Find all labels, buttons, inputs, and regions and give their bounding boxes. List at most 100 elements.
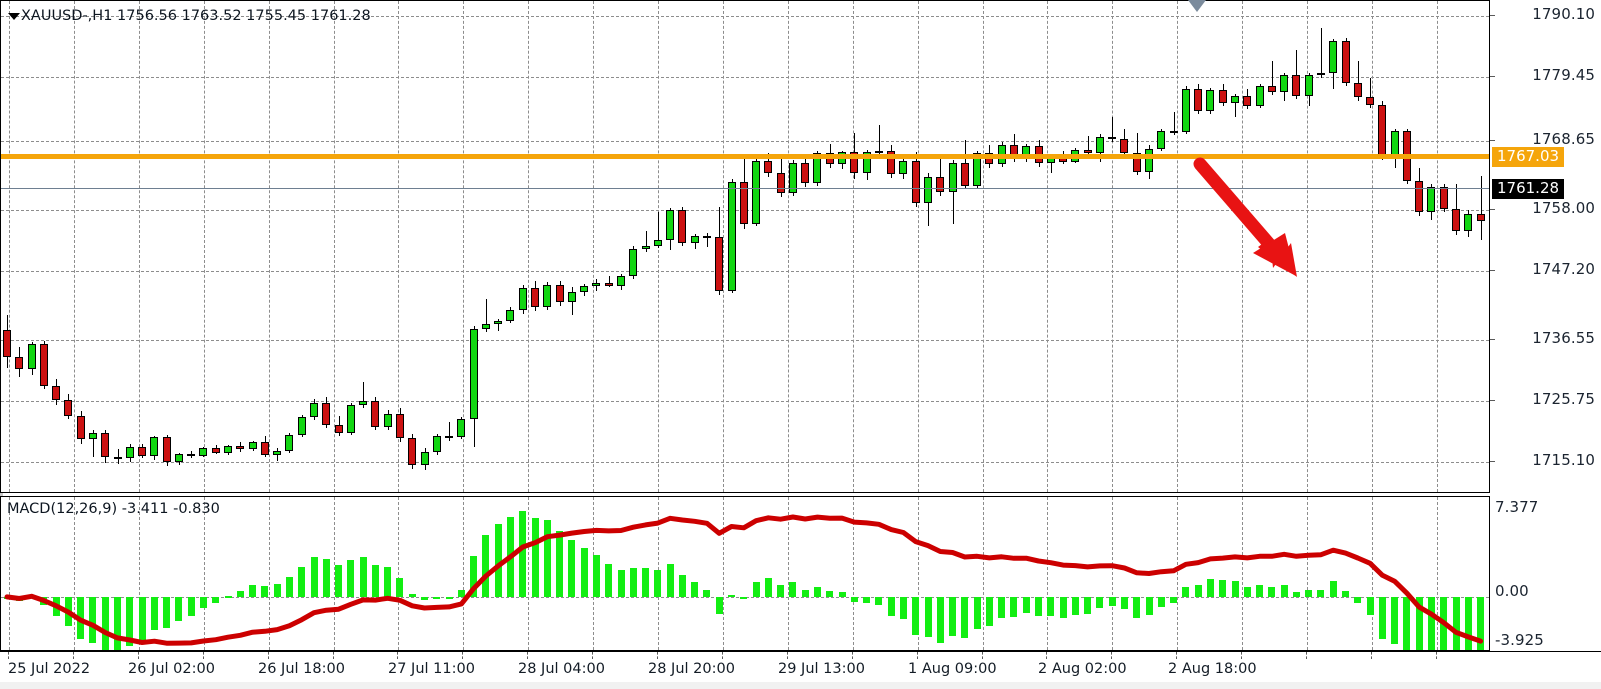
order-price-line[interactable]	[1, 154, 1489, 160]
time-axis-tick	[72, 652, 74, 659]
macd-histogram-bar	[126, 596, 134, 646]
vertical-gridline	[73, 497, 75, 650]
candle-bearish	[1439, 186, 1448, 210]
candle-bullish	[592, 282, 601, 287]
candle-bullish	[1427, 186, 1436, 213]
macd-histogram-bar	[1280, 584, 1288, 597]
vertical-gridline	[722, 1, 724, 492]
macd-histogram-bar	[1219, 580, 1227, 597]
candle-bullish	[1181, 89, 1190, 132]
macd-label: MACD(12,26,9) -3.411 -0.830	[7, 501, 220, 517]
candle-bullish	[617, 276, 625, 287]
time-axis-tick	[1435, 652, 1437, 659]
price-axis-label: 1725.75	[1532, 390, 1595, 408]
bottom-strip	[0, 682, 1601, 689]
time-axis-tick	[397, 652, 399, 659]
candle-bullish	[481, 324, 490, 329]
macd-histogram-bar	[1120, 596, 1128, 610]
candle-wick	[1296, 50, 1297, 100]
collapse-triangle-icon[interactable]	[8, 13, 20, 20]
macd-histogram-bar	[1182, 586, 1190, 597]
time-axis-label: 29 Jul 13:00	[778, 661, 865, 677]
time-axis-label: 27 Jul 11:00	[388, 661, 475, 677]
macd-histogram-bar	[678, 574, 686, 597]
candle-bearish	[1132, 153, 1141, 173]
vertical-gridline	[463, 1, 465, 492]
macd-histogram-bar	[163, 596, 171, 628]
time-axis-tick	[657, 652, 658, 659]
macd-histogram-bar	[187, 596, 195, 616]
macd-histogram-bar	[1415, 596, 1423, 650]
candle-wick	[879, 125, 880, 156]
macd-histogram-bar	[1145, 596, 1153, 616]
candle-bearish	[39, 344, 48, 386]
price-axis[interactable]: 1790.10 1779.45 1768.65 1758.00 1747.20 1736.…	[1490, 0, 1601, 651]
macd-histogram-bar	[1035, 596, 1043, 616]
vertical-gridline	[1436, 497, 1438, 650]
macd-histogram-bar	[298, 567, 306, 597]
time-axis-tick	[1241, 652, 1243, 659]
macd-histogram-bar	[347, 559, 355, 597]
macd-histogram-bar	[998, 596, 1006, 618]
macd-histogram-bar	[580, 547, 588, 597]
candle-bearish	[1292, 74, 1301, 97]
macd-histogram-bar	[1391, 596, 1399, 644]
vertical-gridline	[722, 497, 724, 650]
time-axis-label: 26 Jul 02:00	[128, 661, 215, 677]
candle-bullish	[690, 235, 699, 243]
candle-bearish	[1108, 137, 1117, 140]
candle-bearish	[3, 329, 11, 358]
macd-histogram-bar	[1256, 584, 1264, 597]
macd-histogram-bar	[543, 519, 551, 597]
macd-panel[interactable]: MACD(12,26,9) -3.411 -0.830	[0, 496, 1490, 651]
price-axis-label: 1747.20	[1532, 260, 1595, 278]
macd-histogram-bar	[1059, 596, 1067, 618]
macd-histogram-bar	[1010, 596, 1018, 617]
candle-wick	[93, 430, 94, 458]
macd-histogram-bar	[175, 596, 183, 622]
candle-bearish	[1169, 130, 1178, 133]
vertical-gridline	[138, 1, 140, 492]
macd-histogram-bar	[531, 517, 539, 597]
candle-wick	[1051, 155, 1052, 174]
macd-plot-area[interactable]	[1, 497, 1489, 650]
macd-histogram-bar	[445, 596, 453, 599]
macd-histogram-bar	[752, 581, 760, 597]
macd-histogram-bar	[335, 564, 343, 597]
candle-bearish	[764, 160, 773, 174]
macd-histogram-bar	[642, 568, 650, 597]
time-axis-tick	[1046, 652, 1048, 659]
price-chart-panel[interactable]: XAUUSD-,H1 1756.56 1763.52 1755.45 1761.…	[0, 0, 1490, 493]
candle-bullish	[432, 436, 441, 452]
vertical-gridline	[528, 1, 530, 492]
time-axis-tick	[721, 652, 723, 659]
candle-bullish	[346, 404, 355, 433]
macd-axis-label: 0.00	[1495, 582, 1529, 600]
candle-bearish	[1083, 149, 1092, 154]
macd-histogram-bar	[457, 589, 465, 597]
vertical-gridline	[852, 497, 854, 650]
candle-wick	[609, 276, 610, 288]
order-price-badge[interactable]: 1767.03	[1492, 147, 1565, 167]
candle-bullish	[506, 309, 515, 321]
current-price-badge[interactable]: 1761.28	[1492, 179, 1565, 199]
price-axis-tick	[1490, 209, 1495, 210]
candle-bearish	[1341, 41, 1350, 83]
price-plot-area[interactable]	[1, 1, 1489, 492]
candle-wick	[1112, 117, 1113, 142]
candle-bullish	[457, 419, 466, 438]
candle-bearish	[776, 173, 785, 194]
candle-bullish	[469, 328, 478, 420]
macd-histogram-bar	[715, 596, 723, 615]
macd-histogram-bar	[1133, 596, 1141, 618]
macd-histogram-bar	[212, 596, 220, 603]
macd-histogram-bar	[813, 586, 821, 597]
time-axis-tick	[1176, 652, 1178, 659]
time-axis-label: 26 Jul 18:00	[258, 661, 345, 677]
candle-bullish	[641, 245, 650, 250]
macd-histogram-bar	[1084, 596, 1092, 615]
candle-wick	[1358, 61, 1359, 101]
macd-histogram-bar	[28, 594, 36, 597]
candle-bullish	[580, 286, 589, 292]
